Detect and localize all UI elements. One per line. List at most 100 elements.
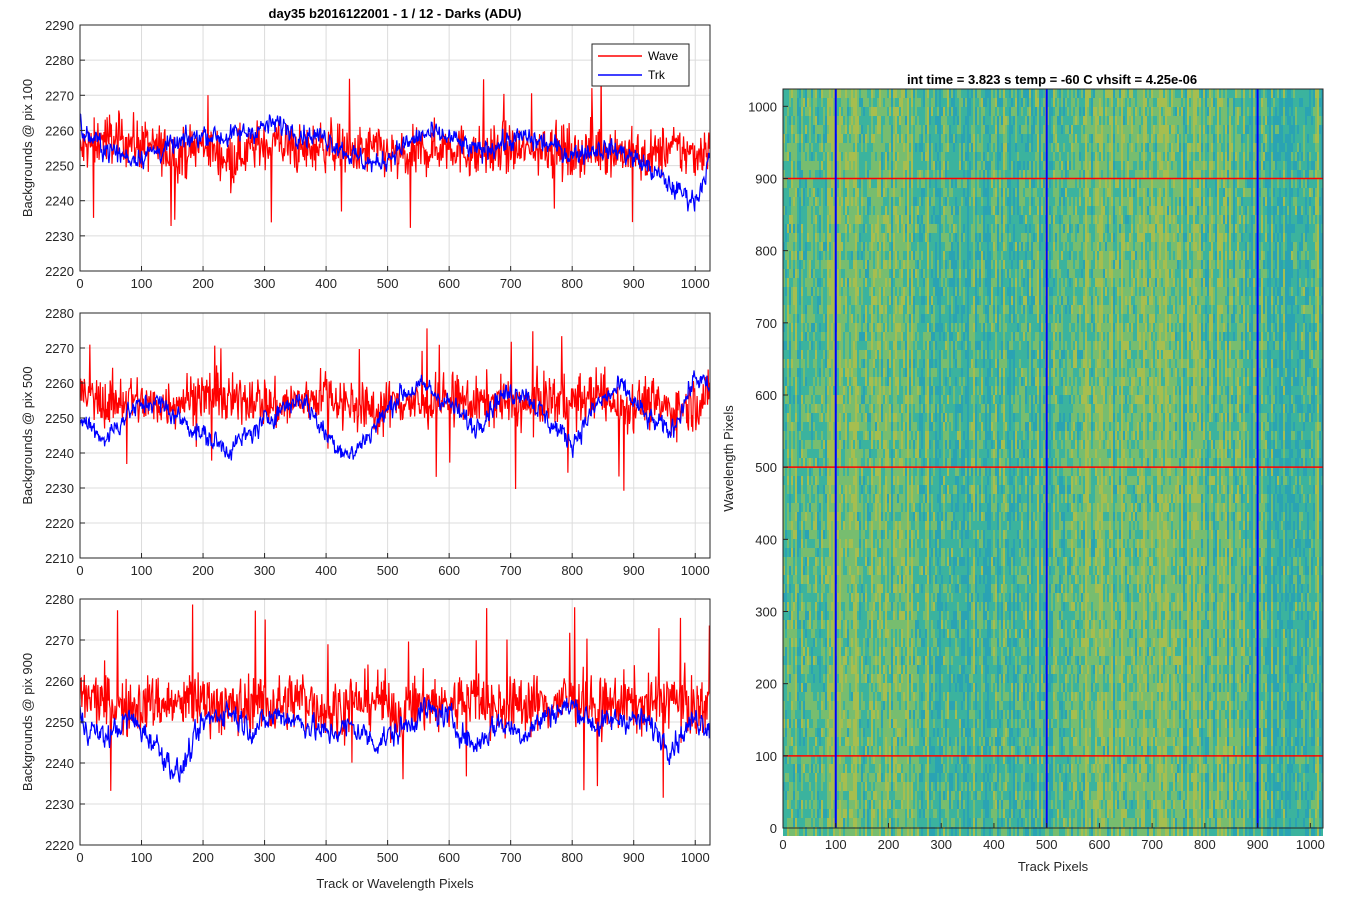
heatmap-cell: [861, 179, 863, 188]
heatmap-cell: [1231, 89, 1233, 98]
heatmap-cell: [1153, 179, 1155, 188]
heatmap-cell: [817, 224, 819, 233]
heatmap-cell: [919, 170, 921, 179]
heatmap-cell: [881, 224, 883, 233]
heatmap-cell: [1083, 116, 1085, 125]
heatmap-cell: [1109, 242, 1111, 251]
heatmap-cell: [1177, 143, 1179, 152]
heatmap-cell: [811, 89, 813, 98]
heatmap-cell: [1201, 215, 1203, 224]
heatmap-cell: [1301, 188, 1303, 197]
heatmap-cell: [845, 242, 847, 251]
heatmap-cell: [819, 134, 821, 143]
heatmap-cell: [891, 188, 893, 197]
heatmap-cell: [963, 116, 965, 125]
heatmap-cell: [789, 170, 791, 179]
heatmap-cell: [1057, 125, 1059, 134]
heatmap-cell: [1269, 98, 1271, 107]
heatmap-cell: [1117, 107, 1119, 116]
heatmap-cell: [1037, 233, 1039, 242]
heatmap-cell: [939, 134, 941, 143]
heatmap-cell: [1143, 233, 1145, 242]
heatmap-cell: [1297, 179, 1299, 188]
heatmap-cell: [927, 125, 929, 134]
heatmap-cell: [867, 215, 869, 224]
heatmap-cell: [963, 242, 965, 251]
heatmap-cell: [1301, 152, 1303, 161]
heatmap-cell: [1095, 152, 1097, 161]
x-tick-label: 200: [192, 850, 214, 865]
heatmap-cell: [1271, 116, 1273, 125]
heatmap-cell: [1053, 161, 1055, 170]
heatmap-cell: [1285, 98, 1287, 107]
heatmap-cell: [1253, 188, 1255, 197]
heatmap-cell: [943, 242, 945, 251]
heatmap-cell: [1187, 206, 1189, 215]
heatmap-cell: [1001, 107, 1003, 116]
heatmap-cell: [841, 179, 843, 188]
heatmap-cell: [817, 152, 819, 161]
heatmap-cell: [957, 107, 959, 116]
heatmap-cell: [953, 188, 955, 197]
heatmap-cell: [1221, 224, 1223, 233]
heatmap-cell: [875, 197, 877, 206]
heatmap-cell: [1153, 242, 1155, 251]
heatmap-cell: [1199, 170, 1201, 179]
heatmap-cell: [1151, 215, 1153, 224]
heatmap-cell: [841, 215, 843, 224]
heatmap-cell: [1171, 197, 1173, 206]
heatmap-cell: [1191, 215, 1193, 224]
heatmap-cell: [993, 233, 995, 242]
heatmap-cell: [1129, 206, 1131, 215]
heatmap-cell: [903, 188, 905, 197]
heatmap-cell: [791, 143, 793, 152]
heatmap-cell: [1077, 242, 1079, 251]
heatmap-cell: [985, 233, 987, 242]
heatmap-cell: [869, 188, 871, 197]
heatmap-cell: [885, 242, 887, 251]
heatmap-cell: [857, 224, 859, 233]
heatmap-cell: [863, 143, 865, 152]
heatmap-cell: [1085, 170, 1087, 179]
heatmap-cell: [913, 197, 915, 206]
heatmap-cell: [1223, 125, 1225, 134]
heatmap-cell: [1063, 179, 1065, 188]
heatmap-cell: [845, 152, 847, 161]
heatmap-cell: [1297, 134, 1299, 143]
heatmap-cell: [1121, 152, 1123, 161]
heatmap-cell: [1163, 206, 1165, 215]
heatmap-cell: [1217, 143, 1219, 152]
heatmap-cell: [855, 188, 857, 197]
heatmap-cell: [1053, 206, 1055, 215]
heatmap-cell: [1027, 188, 1029, 197]
heatmap-cell: [973, 215, 975, 224]
heatmap-cell: [1119, 89, 1121, 98]
heatmap-cell: [1299, 107, 1301, 116]
x-tick-label: 700: [500, 276, 522, 291]
heatmap-cell: [791, 179, 793, 188]
heatmap-cell: [901, 179, 903, 188]
heatmap-cell: [1039, 188, 1041, 197]
heatmap-cell: [807, 206, 809, 215]
heatmap-cell: [1203, 233, 1205, 242]
heatmap-cell: [1007, 116, 1009, 125]
heatmap-cell: [1227, 116, 1229, 125]
heatmap-cell: [797, 206, 799, 215]
heatmap-cell: [1305, 152, 1307, 161]
heatmap-cell: [891, 233, 893, 242]
heatmap-cell: [997, 134, 999, 143]
heatmap-cell: [991, 143, 993, 152]
heatmap-cell: [1239, 134, 1241, 143]
heatmap-cell: [1167, 89, 1169, 98]
heatmap-cell: [1221, 152, 1223, 161]
heatmap-cell: [805, 89, 807, 98]
heatmap-cell: [961, 224, 963, 233]
heatmap-cell: [801, 188, 803, 197]
heatmap-cell: [1187, 89, 1189, 98]
heatmap-cell: [983, 170, 985, 179]
heatmap-cell: [1193, 197, 1195, 206]
heatmap-cell: [1029, 89, 1031, 98]
heatmap-cell: [847, 98, 849, 107]
heatmap-cell: [1223, 179, 1225, 188]
heatmap-cell: [1245, 98, 1247, 107]
